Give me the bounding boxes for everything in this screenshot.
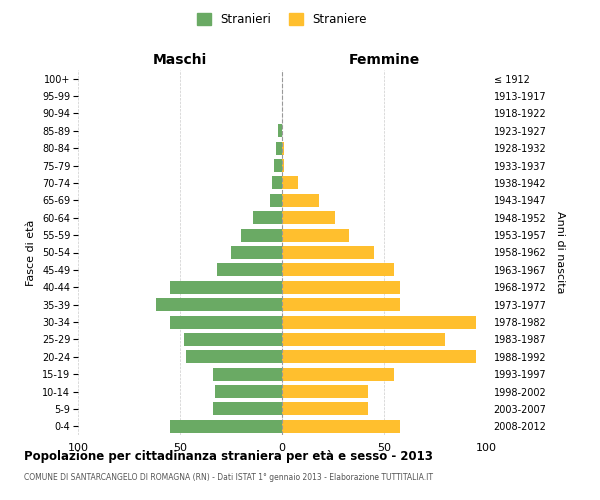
Bar bbox=[282, 298, 400, 311]
Bar bbox=[212, 402, 282, 415]
Bar bbox=[241, 228, 282, 241]
Bar bbox=[184, 333, 282, 346]
Bar bbox=[282, 316, 476, 328]
Bar bbox=[282, 402, 368, 415]
Y-axis label: Anni di nascita: Anni di nascita bbox=[555, 211, 565, 294]
Bar bbox=[274, 159, 282, 172]
Bar bbox=[282, 350, 476, 364]
Bar bbox=[282, 176, 298, 190]
Bar bbox=[186, 350, 282, 364]
Y-axis label: Fasce di età: Fasce di età bbox=[26, 220, 37, 286]
Bar bbox=[170, 420, 282, 433]
Bar bbox=[282, 228, 349, 241]
Bar bbox=[278, 124, 282, 138]
Bar bbox=[282, 211, 335, 224]
Text: Maschi: Maschi bbox=[153, 54, 207, 68]
Text: COMUNE DI SANTARCANGELO DI ROMAGNA (RN) - Dati ISTAT 1° gennaio 2013 - Elaborazi: COMUNE DI SANTARCANGELO DI ROMAGNA (RN) … bbox=[24, 472, 433, 482]
Bar bbox=[212, 368, 282, 380]
Legend: Stranieri, Straniere: Stranieri, Straniere bbox=[192, 8, 372, 31]
Bar bbox=[270, 194, 282, 207]
Text: Femmine: Femmine bbox=[349, 54, 419, 68]
Bar bbox=[282, 280, 400, 294]
Bar bbox=[282, 333, 445, 346]
Bar bbox=[217, 264, 282, 276]
Bar bbox=[231, 246, 282, 259]
Bar bbox=[282, 420, 400, 433]
Bar bbox=[282, 385, 368, 398]
Bar bbox=[282, 368, 394, 380]
Bar bbox=[170, 280, 282, 294]
Bar bbox=[155, 298, 282, 311]
Bar bbox=[282, 194, 319, 207]
Bar bbox=[282, 159, 284, 172]
Bar bbox=[215, 385, 282, 398]
Bar bbox=[282, 264, 394, 276]
Bar bbox=[253, 211, 282, 224]
Bar bbox=[272, 176, 282, 190]
Bar bbox=[282, 142, 284, 154]
Bar bbox=[276, 142, 282, 154]
Text: Popolazione per cittadinanza straniera per età e sesso - 2013: Popolazione per cittadinanza straniera p… bbox=[24, 450, 433, 463]
Bar bbox=[282, 246, 374, 259]
Bar bbox=[170, 316, 282, 328]
